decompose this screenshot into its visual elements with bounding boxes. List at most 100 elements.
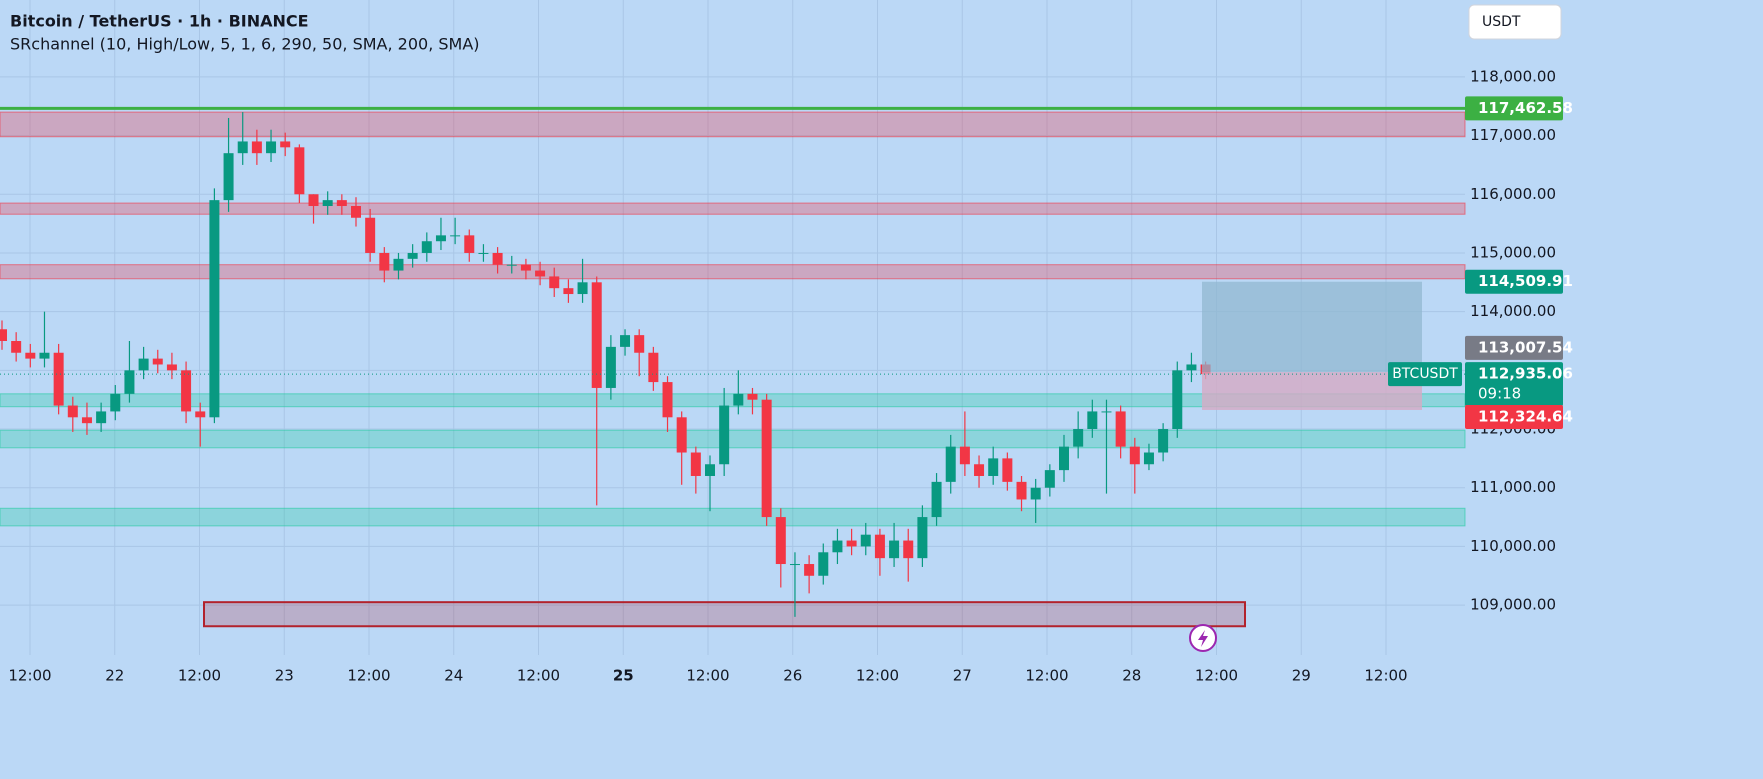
candle-body (860, 534, 871, 547)
candle-body (138, 358, 149, 371)
candle-body (945, 446, 956, 482)
candle-body (1044, 470, 1055, 488)
candle-body (591, 282, 602, 388)
x-tick-label: 12:00 (1025, 667, 1068, 685)
candle-body (733, 393, 744, 406)
candle-body (435, 235, 446, 242)
countdown-label: 09:18 (1478, 385, 1521, 403)
candle-body (974, 464, 985, 476)
indicator-label: SRchannel (10, High/Low, 5, 1, 6, 290, 5… (10, 35, 480, 54)
candle-body (1030, 487, 1041, 500)
candle-body (0, 329, 7, 341)
candle-body (620, 335, 631, 347)
candle-body (308, 194, 319, 207)
price-badge-label: 112,324.64 (1478, 407, 1573, 425)
y-tick-label: 110,000.00 (1470, 537, 1556, 555)
price-badge (1465, 269, 1563, 294)
currency-button[interactable] (1468, 4, 1562, 40)
x-tick-label: 26 (783, 667, 802, 685)
candle-body (648, 352, 659, 383)
currency-label[interactable]: USDT (1482, 14, 1521, 30)
candle-body (690, 452, 701, 476)
x-tick-label: 12:00 (856, 667, 899, 685)
candle-body (421, 241, 432, 253)
symbol-badge (1388, 362, 1462, 387)
x-tick-label: 29 (1292, 667, 1311, 685)
candle-body (124, 370, 135, 394)
symbol-label: BTCUSDT (1392, 366, 1458, 382)
candle-body (917, 517, 928, 559)
candle-body (634, 335, 645, 353)
candle-body (195, 411, 206, 418)
candle-body (1073, 429, 1084, 447)
candle-body (705, 464, 715, 476)
candle-body (747, 393, 758, 400)
price-badge (1465, 96, 1563, 121)
sr-zone (0, 264, 1466, 280)
x-tick-label: 12:00 (1195, 667, 1238, 685)
x-tick-label: 12:00 (178, 667, 221, 685)
candle-body (1016, 481, 1027, 500)
candle-body (577, 282, 588, 295)
position-profit (1202, 281, 1422, 373)
candle-body (266, 141, 277, 154)
candle-body (39, 352, 50, 359)
candle-body (11, 340, 22, 353)
price-badge-label: 112,935.06 (1478, 365, 1573, 383)
price-badge-label: 117,462.58 (1478, 99, 1573, 117)
candle-body (1158, 429, 1169, 453)
sr-zone (0, 429, 1466, 449)
candle-body (379, 252, 390, 271)
candle-body (450, 235, 461, 237)
candle-body (25, 352, 36, 359)
y-tick-label: 115,000.00 (1470, 243, 1556, 261)
x-tick-label: 23 (275, 667, 294, 685)
candle-body (662, 382, 673, 418)
candle-body (520, 264, 531, 271)
price-badge (1465, 362, 1563, 407)
candle-body (251, 141, 262, 154)
candle-body (563, 288, 574, 295)
price-badge (1465, 335, 1563, 360)
candle-body (676, 417, 687, 453)
y-tick-label: 118,000.00 (1470, 67, 1556, 85)
candle-body (889, 540, 900, 559)
y-tick-label: 116,000.00 (1470, 185, 1556, 203)
candle-body (280, 141, 291, 148)
candle-body (931, 481, 942, 518)
candle-body (605, 346, 616, 388)
candle-body (237, 141, 248, 154)
candle-body (478, 252, 489, 254)
candle-body (832, 540, 843, 553)
candle-body (393, 258, 404, 271)
candle-body (181, 370, 192, 412)
x-tick-label: 12:00 (686, 667, 729, 685)
candle-body (506, 264, 517, 266)
x-tick-label: 12:00 (347, 667, 390, 685)
position-loss (1202, 372, 1422, 410)
grid (0, 0, 1465, 655)
candle-body (804, 564, 815, 576)
sr-zone (0, 202, 1466, 215)
x-tick-label: 25 (613, 667, 634, 685)
price-badge-label: 114,509.91 (1478, 272, 1573, 290)
candle-body (365, 217, 376, 253)
candle-body (1186, 364, 1197, 371)
axis: 118,000.00 117,000.00 116,000.00 115,000.00… (8, 67, 1573, 684)
candle-body (209, 200, 220, 418)
candle-body (110, 393, 121, 412)
x-tick-label: 24 (444, 667, 463, 685)
candle-body (959, 446, 970, 465)
x-tick-label: 28 (1122, 667, 1141, 685)
candle-body (535, 270, 546, 277)
candle-body (351, 206, 361, 218)
candle-body (1129, 446, 1140, 465)
y-tick-label: 111,000.00 (1470, 478, 1556, 496)
candle-body (846, 540, 857, 547)
candle-body (1059, 446, 1069, 471)
candle-body (492, 252, 503, 265)
candles (0, 112, 1211, 617)
candle-body (789, 564, 800, 566)
overlay (0, 281, 1465, 410)
